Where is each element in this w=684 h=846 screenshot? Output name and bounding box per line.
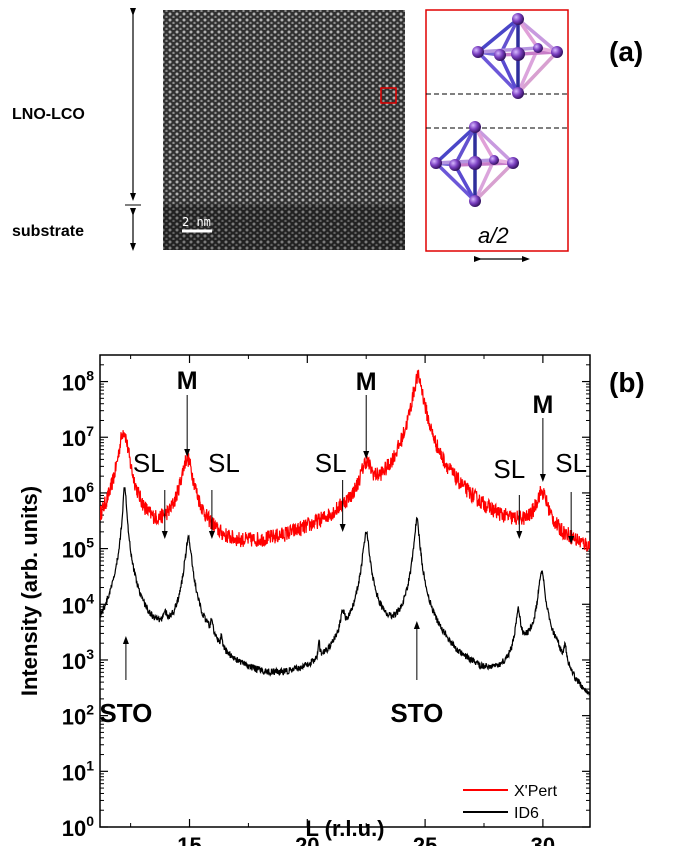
- x-tick-label: 30: [531, 833, 555, 846]
- y-tick-label: 102: [62, 702, 94, 730]
- annotation-label: STO: [99, 698, 152, 728]
- x-tick-label: 20: [295, 833, 319, 846]
- y-tick-label: 103: [62, 646, 94, 674]
- y-tick-label: 108: [62, 368, 94, 396]
- y-tick-label: 101: [62, 757, 94, 785]
- y-tick-label: 100: [62, 813, 94, 841]
- y-tick-label: 106: [62, 479, 94, 507]
- lattice-label: a/2: [478, 223, 509, 248]
- annotation-label: SL: [555, 448, 587, 478]
- annotation-label: SL: [315, 448, 347, 478]
- layer-label-bottom: substrate: [12, 223, 84, 240]
- legend-label: ID6: [514, 805, 539, 822]
- panel-b-label: (b): [609, 367, 645, 398]
- annotation-label: M: [356, 368, 377, 396]
- panel-b: (b) 100 101 102 103 104 105 106 107 108 15 20 25 30 L…: [17, 354, 645, 846]
- annotation-label: STO: [390, 698, 443, 728]
- panel-a: LNO-LCO substrate 2 nm: [12, 8, 643, 262]
- series-group: [100, 369, 590, 697]
- panel-a-label: (a): [609, 36, 643, 67]
- annotation-label: M: [177, 367, 198, 395]
- y-tick-label: 104: [62, 590, 94, 618]
- annotation-label: SL: [493, 454, 525, 484]
- octahedron-lower: [430, 121, 519, 207]
- scale-bar-label: 2 nm: [182, 215, 211, 229]
- y-tick-label: 105: [62, 535, 94, 563]
- x-axis-label: L (r.l.u.): [305, 816, 384, 841]
- stem-image: 2 nm: [163, 10, 405, 250]
- series-line-id6: [100, 487, 590, 697]
- annotation-label: SL: [208, 448, 240, 478]
- selection-box: [380, 87, 397, 104]
- x-tick-label: 25: [413, 833, 437, 846]
- series-line-xpert: [100, 369, 590, 552]
- xrd-chart: 100 101 102 103 104 105 106 107 108 15 20 25 30 L (r.…: [17, 354, 591, 846]
- y-axis-label: Intensity (arb. units): [17, 486, 42, 696]
- annotation-label: SL: [133, 448, 165, 478]
- layer-arrows: [125, 8, 141, 251]
- octahedra-schematic: [425, 9, 569, 252]
- layer-label-top: LNO-LCO: [12, 106, 85, 123]
- annotation-label: M: [532, 391, 553, 419]
- y-tick-label: 107: [62, 423, 94, 451]
- x-tick-label: 15: [177, 833, 201, 846]
- plot-frame: [99, 354, 591, 828]
- octahedron-upper: [472, 13, 563, 99]
- legend-label: X'Pert: [514, 783, 558, 800]
